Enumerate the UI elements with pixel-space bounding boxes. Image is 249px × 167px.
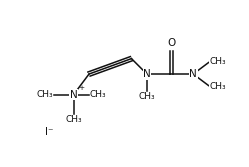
Text: O: O [167, 38, 175, 48]
Text: N: N [70, 90, 77, 100]
Text: N: N [189, 69, 197, 79]
Text: I⁻: I⁻ [45, 127, 53, 137]
Text: CH₃: CH₃ [65, 115, 82, 124]
Text: +: + [78, 85, 84, 91]
Text: CH₃: CH₃ [37, 90, 53, 99]
Text: CH₃: CH₃ [210, 57, 226, 66]
Text: CH₃: CH₃ [90, 90, 107, 99]
Text: CH₃: CH₃ [210, 82, 226, 91]
Text: CH₃: CH₃ [139, 92, 155, 101]
Text: N: N [47, 90, 53, 99]
Text: N: N [143, 69, 151, 79]
